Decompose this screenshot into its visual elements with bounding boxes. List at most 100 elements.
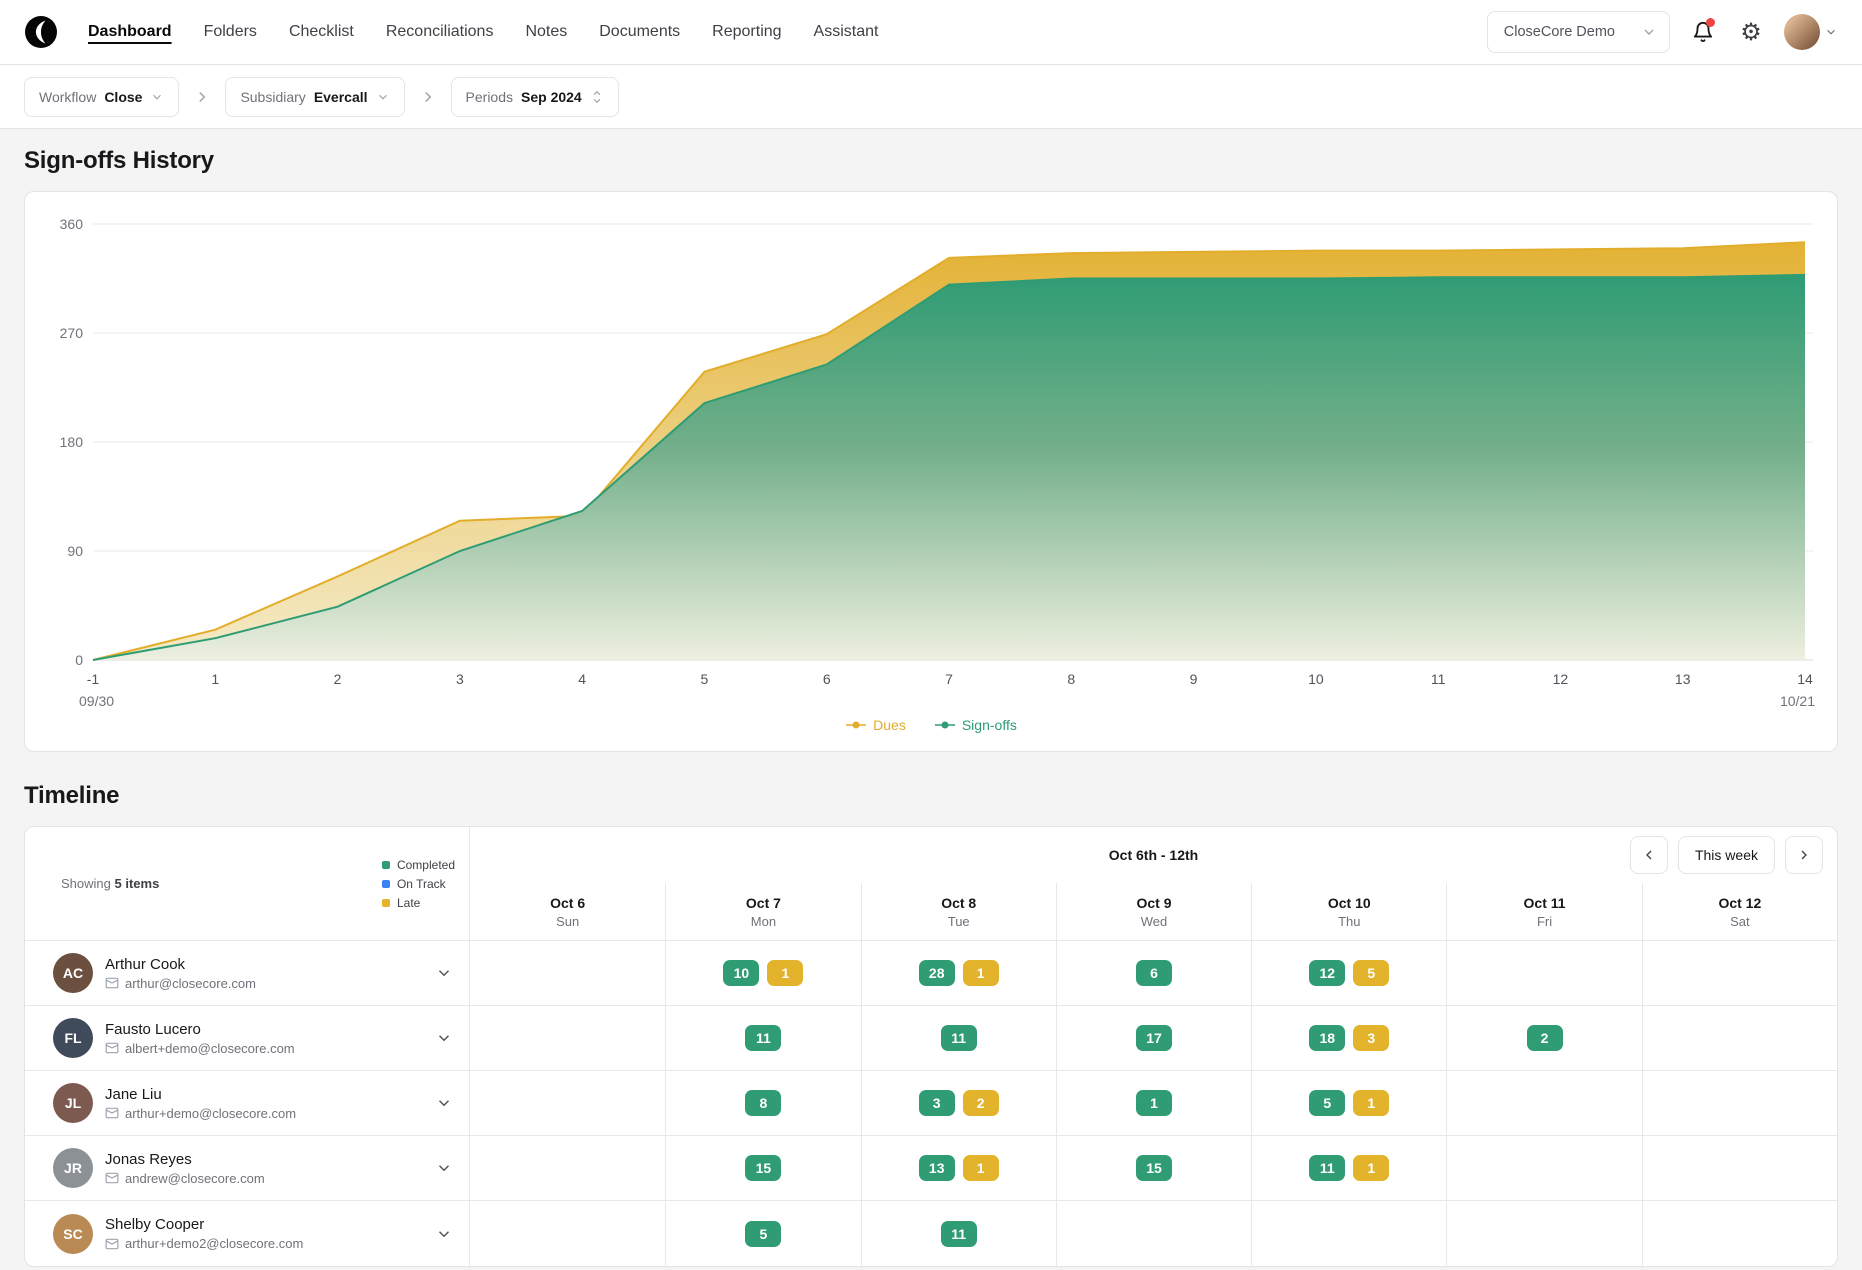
day-weekday: Mon (750, 913, 777, 929)
legend-label: Completed (396, 857, 455, 872)
task-badge-completed[interactable]: 15 (745, 1155, 782, 1181)
task-badge-completed[interactable]: 28 (918, 960, 955, 986)
member-expand-button[interactable] (431, 1090, 457, 1116)
logo-mark-icon (25, 16, 57, 48)
timeline-cell-jane-liu-oct-7: 8 (665, 1071, 861, 1136)
day-weekday: Sat (1730, 913, 1750, 929)
user-menu[interactable] (1784, 14, 1838, 50)
main-content: Sign-offs History 0 90 180 270 360 -1 1 2 3 4 5 6 7 8… (0, 129, 1862, 1267)
periods-selector[interactable]: Periods Sep 2024 (450, 76, 619, 117)
timeline-legend-completed: Completed (381, 857, 455, 872)
svg-text:90: 90 (67, 543, 83, 559)
chevron-right-icon (1801, 850, 1807, 860)
member-email-text: arthur+demo2@closecore.com (125, 1236, 304, 1251)
nav-item-folders[interactable]: Folders (203, 23, 257, 40)
nav-item-reporting[interactable]: Reporting (712, 23, 782, 40)
member-info: Jane Liu arthur+demo@closecore.com (105, 1086, 419, 1121)
task-badge-completed[interactable]: 17 (1135, 1025, 1172, 1051)
timeline-cell-jane-liu-oct-6 (470, 1071, 666, 1136)
member-expand-button[interactable] (431, 1155, 457, 1181)
member-email: arthur@closecore.com (105, 976, 419, 991)
task-badge-completed[interactable]: 13 (918, 1155, 955, 1181)
legend-marker-icon (846, 721, 867, 729)
member-expand-button[interactable] (431, 960, 457, 986)
this-week-button[interactable]: This week (1677, 836, 1775, 874)
member-expand-button[interactable] (431, 1221, 457, 1247)
timeline-cell-arthur-cook-oct-10: 12 5 (1251, 941, 1447, 1006)
task-badge-completed[interactable]: 6 (1135, 960, 1172, 986)
next-week-button[interactable] (1785, 836, 1823, 874)
timeline-cell-jonas-reyes-oct-8: 13 1 (860, 1136, 1056, 1201)
chevron-right-icon (424, 91, 431, 102)
showing-count: 5 items (114, 876, 160, 891)
member-row-arthur-cook: AC Arthur Cook arthur@closecore.com (25, 941, 470, 1006)
nav-item-dashboard[interactable]: Dashboard (88, 23, 172, 40)
app-logo-icon[interactable] (24, 15, 58, 49)
svg-text:360: 360 (60, 216, 84, 232)
settings-button[interactable]: ⚙ (1736, 17, 1766, 47)
notifications-button[interactable] (1688, 17, 1718, 47)
task-badge-completed[interactable]: 11 (940, 1220, 977, 1247)
task-badge-late[interactable]: 3 (1353, 1025, 1390, 1051)
task-badge-completed[interactable]: 11 (1309, 1155, 1346, 1181)
timeline-cell-arthur-cook-oct-11 (1446, 941, 1642, 1006)
svg-text:7: 7 (945, 671, 953, 687)
nav-item-assistant[interactable]: Assistant (813, 23, 879, 40)
nav-item-checklist[interactable]: Checklist (288, 23, 354, 40)
day-weekday: Sun (556, 913, 580, 929)
task-badge-completed[interactable]: 15 (1135, 1155, 1172, 1181)
legend-label: Late (396, 895, 421, 910)
svg-text:10/21: 10/21 (1780, 693, 1815, 709)
svg-text:180: 180 (60, 434, 84, 450)
task-badge-completed[interactable]: 11 (745, 1025, 782, 1051)
svg-text:14: 14 (1797, 671, 1813, 687)
chevron-down-icon (1827, 29, 1835, 35)
member-email-text: arthur@closecore.com (125, 975, 256, 991)
nav-item-reconciliations[interactable]: Reconciliations (385, 23, 494, 40)
timeline-cell-arthur-cook-oct-12 (1641, 941, 1837, 1006)
timeline-grid: Showing 5 items Completed On Track Late Oc… (25, 827, 1837, 1266)
timeline-cell-arthur-cook-oct-9: 6 (1055, 941, 1252, 1006)
day-date: Oct 10 (1327, 894, 1371, 911)
timeline-cell-fausto-lucero-oct-8: 11 (860, 1006, 1056, 1071)
task-badge-late[interactable]: 2 (962, 1090, 999, 1116)
task-badge-completed[interactable]: 8 (745, 1090, 782, 1116)
timeline-cell-jane-liu-oct-9: 1 (1055, 1071, 1252, 1136)
task-badge-completed[interactable]: 1 (1135, 1090, 1172, 1116)
timeline-cell-arthur-cook-oct-8: 28 1 (860, 941, 1056, 1006)
member-name: Shelby Cooper (105, 1216, 205, 1233)
member-info: Arthur Cook arthur@closecore.com (105, 956, 419, 991)
task-badge-completed[interactable]: 18 (1309, 1025, 1346, 1051)
timeline-cell-shelby-cooper-oct-8: 11 (860, 1201, 1056, 1266)
member-email: albert+demo@closecore.com (105, 1041, 419, 1056)
task-badge-late[interactable]: 1 (1353, 1090, 1390, 1116)
org-selector[interactable]: CloseCore Demo (1486, 11, 1670, 53)
task-badge-completed[interactable]: 10 (723, 960, 760, 986)
task-badge-completed[interactable]: 3 (918, 1090, 955, 1116)
day-header-oct-8: Oct 8 Tue (860, 883, 1056, 941)
timeline-legend-on-track: On Track (381, 877, 455, 891)
svg-text:1: 1 (211, 671, 219, 687)
task-badge-late[interactable]: 5 (1353, 960, 1390, 986)
periods-value: Sep 2024 (521, 88, 582, 105)
mail-icon (105, 1172, 119, 1184)
svg-text:6: 6 (823, 671, 831, 687)
workflow-selector[interactable]: Workflow Close (24, 76, 180, 117)
member-expand-button[interactable] (431, 1025, 457, 1051)
task-badge-completed[interactable]: 5 (745, 1220, 782, 1247)
nav-item-notes[interactable]: Notes (525, 23, 568, 40)
task-badge-late[interactable]: 1 (962, 960, 999, 986)
task-badge-late[interactable]: 1 (1353, 1155, 1390, 1181)
nav-item-documents[interactable]: Documents (599, 23, 681, 40)
task-badge-completed[interactable]: 12 (1309, 960, 1346, 986)
task-badge-completed[interactable]: 5 (1309, 1090, 1346, 1116)
subsidiary-selector[interactable]: Subsidiary Evercall (225, 76, 405, 117)
svg-text:9: 9 (1190, 671, 1198, 687)
task-badge-late[interactable]: 1 (962, 1155, 999, 1181)
prev-week-button[interactable] (1629, 836, 1668, 874)
task-badge-completed[interactable]: 2 (1526, 1025, 1563, 1051)
task-badge-completed[interactable]: 11 (940, 1025, 977, 1051)
task-badge-late[interactable]: 1 (767, 960, 804, 986)
